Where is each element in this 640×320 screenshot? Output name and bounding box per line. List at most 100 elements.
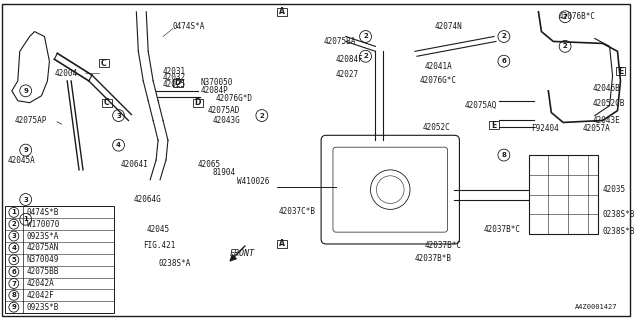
Text: 2: 2 — [563, 44, 568, 49]
Text: 9: 9 — [23, 88, 28, 94]
Text: 0923S*A: 0923S*A — [27, 232, 59, 241]
Text: 4: 4 — [12, 245, 17, 251]
Text: 42042A: 42042A — [27, 279, 54, 288]
FancyBboxPatch shape — [616, 67, 625, 75]
Circle shape — [9, 255, 19, 265]
Circle shape — [360, 50, 371, 62]
Circle shape — [371, 170, 410, 209]
Text: 42037C*B: 42037C*B — [278, 207, 316, 216]
Text: 42075AD: 42075AD — [207, 106, 240, 115]
Text: E: E — [492, 121, 497, 130]
Circle shape — [9, 231, 19, 241]
Circle shape — [498, 149, 510, 161]
Text: 42035: 42035 — [603, 185, 626, 194]
Text: N370050: N370050 — [200, 78, 233, 87]
Circle shape — [498, 31, 510, 43]
Circle shape — [360, 31, 371, 43]
Bar — [5, 206, 114, 313]
FancyBboxPatch shape — [99, 59, 109, 67]
Text: 2: 2 — [363, 53, 368, 59]
Circle shape — [559, 11, 571, 23]
FancyBboxPatch shape — [529, 155, 598, 234]
Text: 81904: 81904 — [212, 168, 236, 177]
Circle shape — [9, 267, 19, 276]
Text: 42027: 42027 — [336, 69, 359, 78]
Text: 3: 3 — [23, 196, 28, 203]
Text: 42084F: 42084F — [336, 55, 364, 64]
Text: 2: 2 — [363, 34, 368, 39]
Circle shape — [559, 40, 571, 52]
Text: 42046B: 42046B — [593, 84, 621, 93]
Circle shape — [9, 243, 19, 253]
Circle shape — [20, 194, 31, 205]
Text: 42064G: 42064G — [133, 195, 161, 204]
Text: 42037B*C: 42037B*C — [484, 225, 521, 234]
Text: 42075BB: 42075BB — [27, 267, 59, 276]
Text: 42031: 42031 — [163, 67, 186, 76]
Text: 42025: 42025 — [163, 80, 186, 89]
Text: 6: 6 — [502, 58, 506, 64]
FancyBboxPatch shape — [333, 147, 447, 232]
Text: 0474S*B: 0474S*B — [27, 208, 59, 217]
Text: A: A — [278, 239, 285, 249]
Circle shape — [498, 55, 510, 67]
Text: 42076G*C: 42076G*C — [420, 76, 457, 85]
Text: 9: 9 — [12, 304, 16, 310]
Text: W170070: W170070 — [27, 220, 59, 229]
Circle shape — [113, 139, 125, 151]
Text: E: E — [618, 67, 623, 76]
Text: 42075AP: 42075AP — [15, 116, 47, 125]
Circle shape — [113, 110, 125, 122]
Text: 42076B*C: 42076B*C — [558, 12, 595, 21]
Text: 5: 5 — [12, 257, 16, 263]
Text: 0238S*B: 0238S*B — [603, 210, 635, 219]
Text: 42075AQ: 42075AQ — [465, 101, 497, 110]
Text: 42043E: 42043E — [593, 116, 621, 125]
Circle shape — [376, 176, 404, 204]
Text: 7: 7 — [563, 14, 568, 20]
Text: 42032: 42032 — [163, 74, 186, 83]
Text: C: C — [104, 98, 109, 107]
Text: 3: 3 — [12, 233, 16, 239]
Circle shape — [9, 219, 19, 229]
Circle shape — [9, 291, 19, 300]
Text: 1: 1 — [23, 216, 28, 222]
Text: 42075BA: 42075BA — [324, 37, 356, 46]
Text: 7: 7 — [12, 281, 16, 286]
Text: FRONT: FRONT — [230, 249, 255, 258]
Text: 9: 9 — [23, 147, 28, 153]
FancyBboxPatch shape — [276, 240, 287, 248]
FancyBboxPatch shape — [276, 8, 287, 16]
Polygon shape — [12, 32, 49, 103]
Text: 42065: 42065 — [198, 160, 221, 170]
Text: 42037B*C: 42037B*C — [425, 242, 462, 251]
FancyBboxPatch shape — [489, 122, 499, 129]
Circle shape — [9, 302, 19, 312]
Text: 42043G: 42043G — [212, 116, 240, 125]
Circle shape — [9, 207, 19, 217]
FancyBboxPatch shape — [173, 79, 183, 87]
Text: D: D — [175, 78, 181, 87]
Text: N370049: N370049 — [27, 255, 59, 264]
Text: 2: 2 — [12, 221, 16, 227]
Text: 42041A: 42041A — [425, 62, 452, 71]
Text: FIG.421: FIG.421 — [143, 242, 175, 251]
Text: 2: 2 — [502, 34, 506, 39]
Text: 6: 6 — [12, 269, 16, 275]
Text: 42037B*B: 42037B*B — [415, 254, 452, 263]
FancyBboxPatch shape — [193, 99, 202, 107]
Text: 0923S*B: 0923S*B — [27, 303, 59, 312]
Text: 42074N: 42074N — [435, 22, 463, 31]
Text: 42076G*D: 42076G*D — [216, 94, 252, 103]
Text: 42052CB: 42052CB — [593, 99, 625, 108]
Text: A: A — [278, 7, 285, 16]
Circle shape — [9, 279, 19, 288]
Text: A4Z0001427: A4Z0001427 — [575, 304, 618, 310]
Text: 2: 2 — [259, 113, 264, 118]
FancyBboxPatch shape — [321, 135, 460, 244]
Text: 8: 8 — [502, 152, 506, 158]
Text: 42075AN: 42075AN — [27, 244, 59, 252]
Text: 42045A: 42045A — [8, 156, 36, 164]
Text: 42042F: 42042F — [27, 291, 54, 300]
Text: 8: 8 — [12, 292, 16, 298]
